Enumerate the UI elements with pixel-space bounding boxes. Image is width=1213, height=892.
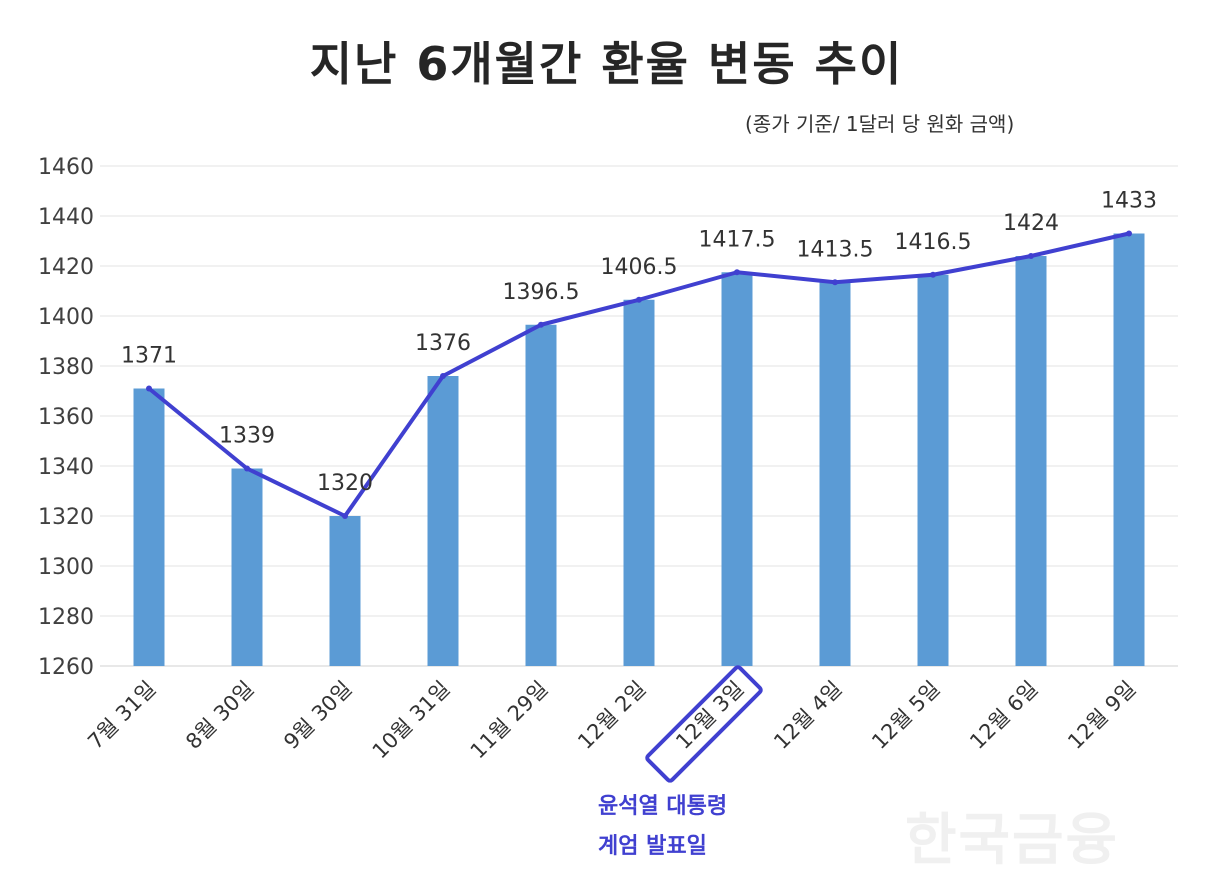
data-label: 1376 (415, 331, 471, 356)
y-tick-label: 1320 (38, 505, 94, 530)
bar (623, 299, 655, 666)
data-label: 1371 (121, 344, 177, 369)
data-label: 1416.5 (895, 230, 972, 255)
line-point (832, 279, 838, 286)
chart-subtitle: (종가 기준/ 1달러 당 원화 금액) (745, 112, 1015, 136)
x-tick-label: 12월 6일 (965, 677, 1042, 754)
x-tick-label: 9월 30일 (279, 677, 356, 754)
data-label: 1406.5 (601, 255, 678, 280)
x-tick-label: 12월 2일 (573, 677, 650, 754)
x-tick-label: 11월 29일 (466, 677, 553, 764)
line-point (538, 321, 544, 328)
data-label: 1339 (219, 424, 275, 449)
data-label: 1396.5 (503, 280, 580, 305)
y-tick-label: 1340 (38, 455, 94, 480)
data-label: 1417.5 (699, 227, 776, 252)
x-tick-label: 12월 4일 (769, 677, 846, 754)
bar (917, 274, 949, 666)
y-tick-label: 1280 (38, 605, 94, 630)
line-point (1126, 230, 1132, 237)
bar (231, 468, 263, 666)
y-tick-label: 1260 (38, 655, 94, 680)
bar (525, 324, 557, 666)
x-tick-label: 12월 5일 (867, 677, 944, 754)
x-tick-label: 10월 31일 (368, 677, 455, 764)
y-tick-label: 1360 (38, 405, 94, 430)
y-tick-label: 1460 (38, 155, 94, 180)
chart-title: 지난 6개월간 환율 변동 추이 (309, 37, 904, 91)
highlight-box (645, 665, 763, 783)
data-label: 1433 (1101, 189, 1157, 214)
line-point (342, 513, 348, 519)
y-tick-label: 1440 (38, 205, 94, 230)
bar (1113, 233, 1145, 666)
bar (133, 388, 165, 666)
bar (1015, 256, 1047, 666)
bar (329, 516, 361, 666)
bar (427, 376, 459, 666)
data-label: 1413.5 (797, 237, 874, 262)
line-point (440, 373, 446, 379)
y-tick-label: 1300 (38, 555, 94, 580)
data-label: 1320 (317, 471, 373, 496)
x-tick-label: 7월 31일 (83, 677, 160, 754)
line-point (1028, 253, 1034, 259)
x-tick-label: 8월 30일 (181, 677, 258, 754)
bar (721, 272, 753, 666)
data-label: 1424 (1003, 211, 1059, 236)
y-tick-label: 1400 (38, 305, 94, 330)
watermark-logo: 한국금융 (905, 808, 1120, 873)
line-point (930, 271, 936, 278)
line-point (146, 385, 152, 392)
line-point (244, 465, 250, 472)
y-tick-label: 1380 (38, 355, 94, 380)
line-point (734, 269, 740, 276)
bar (819, 282, 851, 666)
annotation-line-2: 계엄 발표일 (598, 834, 707, 859)
y-tick-label: 1420 (38, 255, 94, 280)
line-point (636, 296, 642, 303)
x-tick-label: 12월 9일 (1063, 677, 1140, 754)
annotation-line-1: 윤석열 대통령 (598, 794, 728, 819)
